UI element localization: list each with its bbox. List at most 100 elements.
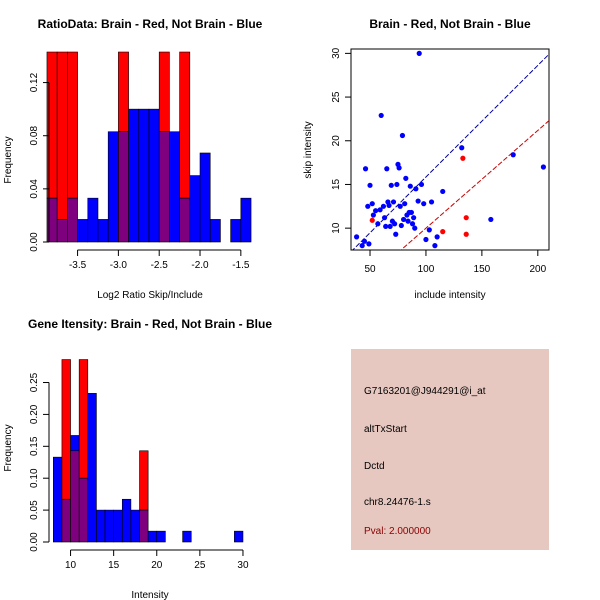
ratio-brain-bar [56, 51, 68, 220]
not-brain-point [361, 238, 368, 244]
ratio-brain-bar [179, 51, 191, 199]
gene-intensity-x-tick-label: 20 [151, 560, 163, 571]
ratio-x-tick-label: -3.0 [110, 260, 128, 271]
ratio-y-tick-label: 0.12 [29, 72, 40, 92]
probe-info-panel: G7163201@J944291@i_at altTxStart Dctd ch… [351, 349, 549, 550]
ratio-not-brain-bar [199, 152, 211, 243]
scatter-y-tick-label: 20 [331, 135, 342, 147]
genomic-location: chr8.24476-1.s [364, 497, 431, 508]
ratio-not-brain-bar [148, 108, 160, 243]
scatter-fit-lines [352, 53, 549, 250]
scatter-xlabel: include intensity [414, 290, 485, 301]
ratio-histogram-bars [46, 51, 252, 243]
not-brain-point [362, 166, 369, 172]
gene-intensity-overlap-bar [139, 509, 149, 543]
ratio-brain-bar [46, 51, 58, 199]
ratio-overlap-bar [158, 131, 170, 243]
not-brain-point [365, 203, 371, 209]
gene-symbol: Dctd [364, 461, 385, 472]
not-brain-point [377, 207, 383, 213]
not-brain-fit-line [352, 53, 549, 250]
not-brain-point [386, 202, 392, 209]
gene-intensity-not-brain-bar [121, 498, 132, 543]
scatter-y-tick-label: 15 [331, 178, 342, 190]
p-value: Pval: 2.000000 [364, 526, 431, 537]
not-brain-point [390, 199, 397, 205]
gene-intensity-brain-bar [61, 359, 71, 500]
gene-intensity-y-tick-label: 0.05 [29, 500, 40, 520]
not-brain-point [398, 222, 404, 229]
brain-point [369, 217, 375, 223]
gene-intensity-brain-bar [78, 359, 89, 479]
not-brain-point [370, 212, 376, 218]
not-brain-point [411, 215, 417, 221]
ratio-x-tick-label: -3.5 [69, 260, 87, 271]
gene-intensity-not-brain-bar [70, 435, 80, 452]
ratio-not-brain-bar [169, 131, 180, 243]
not-brain-point [384, 166, 390, 172]
ratio-overlap-bar [67, 197, 78, 243]
ratio-histogram-axes: -3.5 -3.0 -2.5 -2.0 -1.5 0.00 0.04 0.08 0.12 [29, 72, 250, 271]
scatter-axes: 50 100 150 200 10 15 20 25 30 [331, 47, 547, 275]
ratio-overlap-bar [46, 197, 58, 243]
ratio-x-tick-label: -2.5 [151, 260, 169, 271]
not-brain-point [421, 201, 427, 207]
gene-intensity-not-brain-bar [53, 456, 63, 543]
not-brain-point [423, 236, 429, 243]
not-brain-point [393, 231, 399, 237]
not-brain-point [394, 181, 400, 188]
gene-intensity-not-brain-bar [113, 509, 123, 543]
not-brain-point [375, 221, 381, 227]
intensity-histogram-ylabel: Frequency [3, 424, 14, 471]
intensity-scatter: Brain - Red, Not Brain - Blue 50 100 150 20… [303, 17, 550, 301]
ratio-histogram-xlabel: Log2 Ratio Skip/Include [97, 290, 203, 301]
gene-intensity-not-brain-bar [87, 393, 97, 543]
intensity-histogram-axes: 10 15 20 25 30 0.00 0.05 0.10 0.15 0.20 0.25 [29, 372, 249, 571]
scatter-ylabel: skip intensity [303, 121, 314, 178]
ratio-y-tick-label: 0.08 [29, 126, 40, 146]
not-brain-point [397, 203, 403, 209]
ratio-not-brain-bar [189, 175, 201, 243]
not-brain-point [366, 241, 372, 247]
not-brain-point [409, 221, 416, 227]
gene-intensity-y-tick-label: 0.25 [29, 372, 40, 392]
brain-point [463, 231, 469, 237]
not-brain-point [459, 145, 465, 151]
not-brain-point [392, 221, 398, 227]
intensity-scatter-title: Brain - Red, Not Brain - Blue [369, 17, 531, 31]
not-brain-point [428, 199, 435, 205]
probe-id: G7163201@J944291@i_at [364, 386, 486, 397]
ratio-brain-bar [67, 51, 78, 199]
event-type: altTxStart [364, 424, 407, 435]
intensity-histogram-xlabel: Intensity [131, 590, 168, 600]
not-brain-point [415, 198, 421, 204]
gene-intensity-y-tick-label: 0.00 [29, 532, 40, 552]
scatter-x-tick-label: 100 [418, 264, 435, 275]
scatter-points [353, 50, 547, 249]
not-brain-point [369, 201, 375, 207]
gene-intensity-not-brain-bar [234, 530, 244, 543]
ratio-not-brain-bar [107, 131, 119, 243]
gene-intensity-not-brain-bar [147, 530, 158, 543]
ratio-brain-bar [118, 51, 129, 133]
gene-intensity-brain-bar [139, 450, 149, 511]
not-brain-point [426, 227, 432, 233]
brain-point [440, 229, 446, 235]
not-brain-point [396, 165, 402, 171]
gene-intensity-y-tick-label: 0.20 [29, 404, 40, 424]
gene-intensity-y-tick-label: 0.10 [29, 468, 40, 488]
not-brain-point [412, 225, 418, 231]
not-brain-point [359, 243, 365, 249]
gene-intensity-not-brain-bar [156, 530, 166, 543]
ratio-histogram: RatioData: Brain - Red, Not Brain - Blue… [3, 17, 263, 301]
brain-point [463, 215, 469, 221]
not-brain-point [387, 223, 393, 230]
ratio-y-tick-label: 0.04 [29, 179, 40, 199]
not-brain-point [510, 152, 516, 158]
ratio-overlap-bar [179, 197, 191, 243]
not-brain-point [408, 209, 415, 216]
ratio-x-tick-label: -2.0 [191, 260, 209, 271]
ratio-not-brain-bar [87, 197, 99, 243]
not-brain-point [373, 208, 379, 214]
